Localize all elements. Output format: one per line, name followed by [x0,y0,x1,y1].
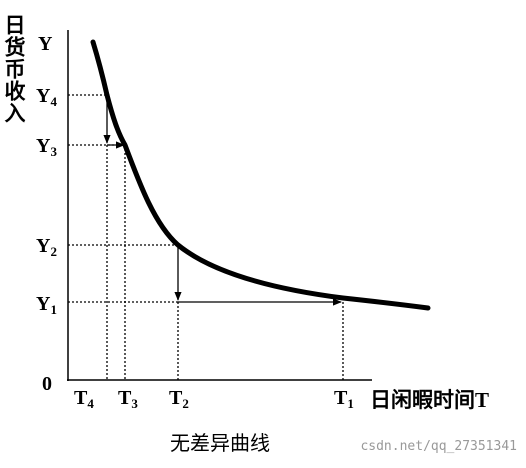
x-axis-title: 日闲暇时间T [370,388,489,412]
y-tick: Y3 [36,135,57,159]
label-part: 3 [131,396,138,411]
label-part: 1 [50,302,57,317]
x-tick: T2 [169,387,189,411]
y-axis-letter: Y [38,33,53,55]
label-part: 2 [50,244,57,259]
x-tick: T3 [118,387,138,411]
label-part: Y [36,293,51,315]
origin-label: 0 [42,373,52,395]
y-tick: Y1 [36,293,57,317]
label-part: 3 [50,144,57,159]
x-tick: T4 [74,387,94,411]
label-part: Y [36,135,51,157]
y-axis-title: 日货币收入 [2,14,26,124]
watermark: csdn.net/qq_27351341 [360,439,517,454]
y-tick: Y2 [36,235,57,259]
label-part: 4 [87,396,94,411]
label-part: Y [36,235,51,257]
caption: 无差异曲线 [170,432,270,455]
label-part: T [334,387,348,409]
label-part: 2 [182,396,189,411]
label-part: 1 [347,396,354,411]
label-part: T [74,387,88,409]
indifference-curve [90,39,431,311]
y-tick: Y4 [36,85,57,109]
label-part: 4 [50,94,57,109]
guides [68,94,344,380]
label-part: T [169,387,183,409]
x-tick: T1 [334,387,354,411]
label-part: Y [36,85,51,107]
label-part: T [118,387,132,409]
